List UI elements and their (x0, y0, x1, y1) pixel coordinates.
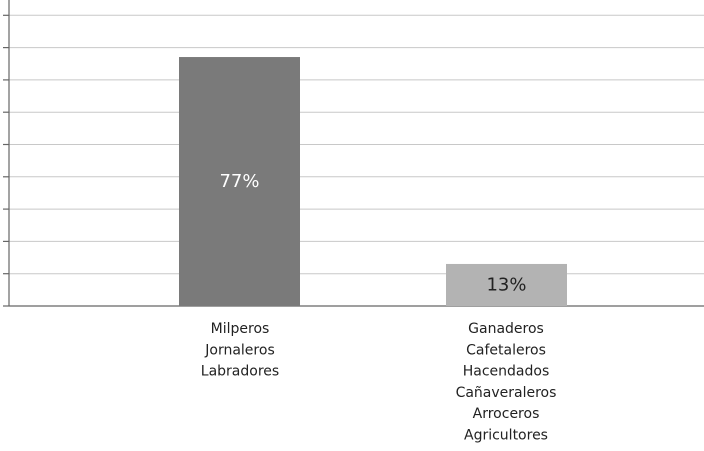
category-label: Hacendados (463, 364, 550, 380)
category-label: Cafetaleros (466, 342, 546, 358)
category-labels: Milperos Jornaleros Labradores Ganaderos Caf… (201, 321, 557, 444)
category-label: Labradores (201, 364, 279, 380)
category-label: Jornaleros (204, 342, 274, 358)
category-label: Cañaveraleros (456, 385, 557, 401)
category-label: Ganaderos (468, 321, 544, 337)
data-label: 13% (486, 274, 526, 295)
category-label: Arroceros (473, 406, 540, 422)
category-label: Agricultores (464, 428, 548, 444)
bar (179, 57, 300, 307)
category-label: Milperos (211, 321, 270, 337)
data-labels: 77% 13% (219, 171, 526, 295)
grid-lines (9, 14, 704, 275)
data-label: 77% (219, 171, 259, 192)
axes (3, 0, 704, 307)
bars (179, 57, 567, 307)
bar (446, 263, 567, 306)
